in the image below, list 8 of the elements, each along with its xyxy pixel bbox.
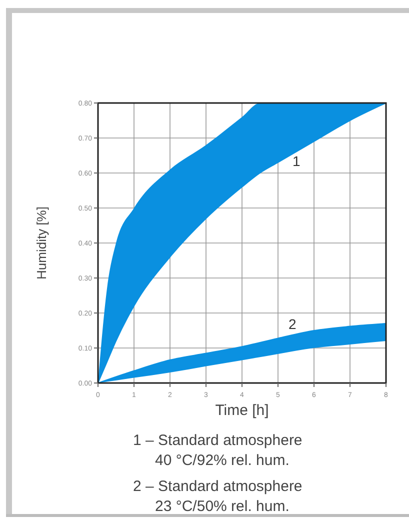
series-label: 2 (288, 316, 296, 332)
series-label: 1 (292, 153, 300, 170)
y-axis-title: Humidity [%] (34, 206, 49, 280)
text: 23 °C/50% rel. hum. (155, 498, 290, 515)
text: 2 – Standard atmosphere (133, 478, 302, 495)
text: 40 °C/92% rel. hum. (155, 452, 290, 469)
text: 1 – Standard atmosphere (133, 432, 302, 449)
x-axis-title: Time [h] (215, 402, 269, 419)
